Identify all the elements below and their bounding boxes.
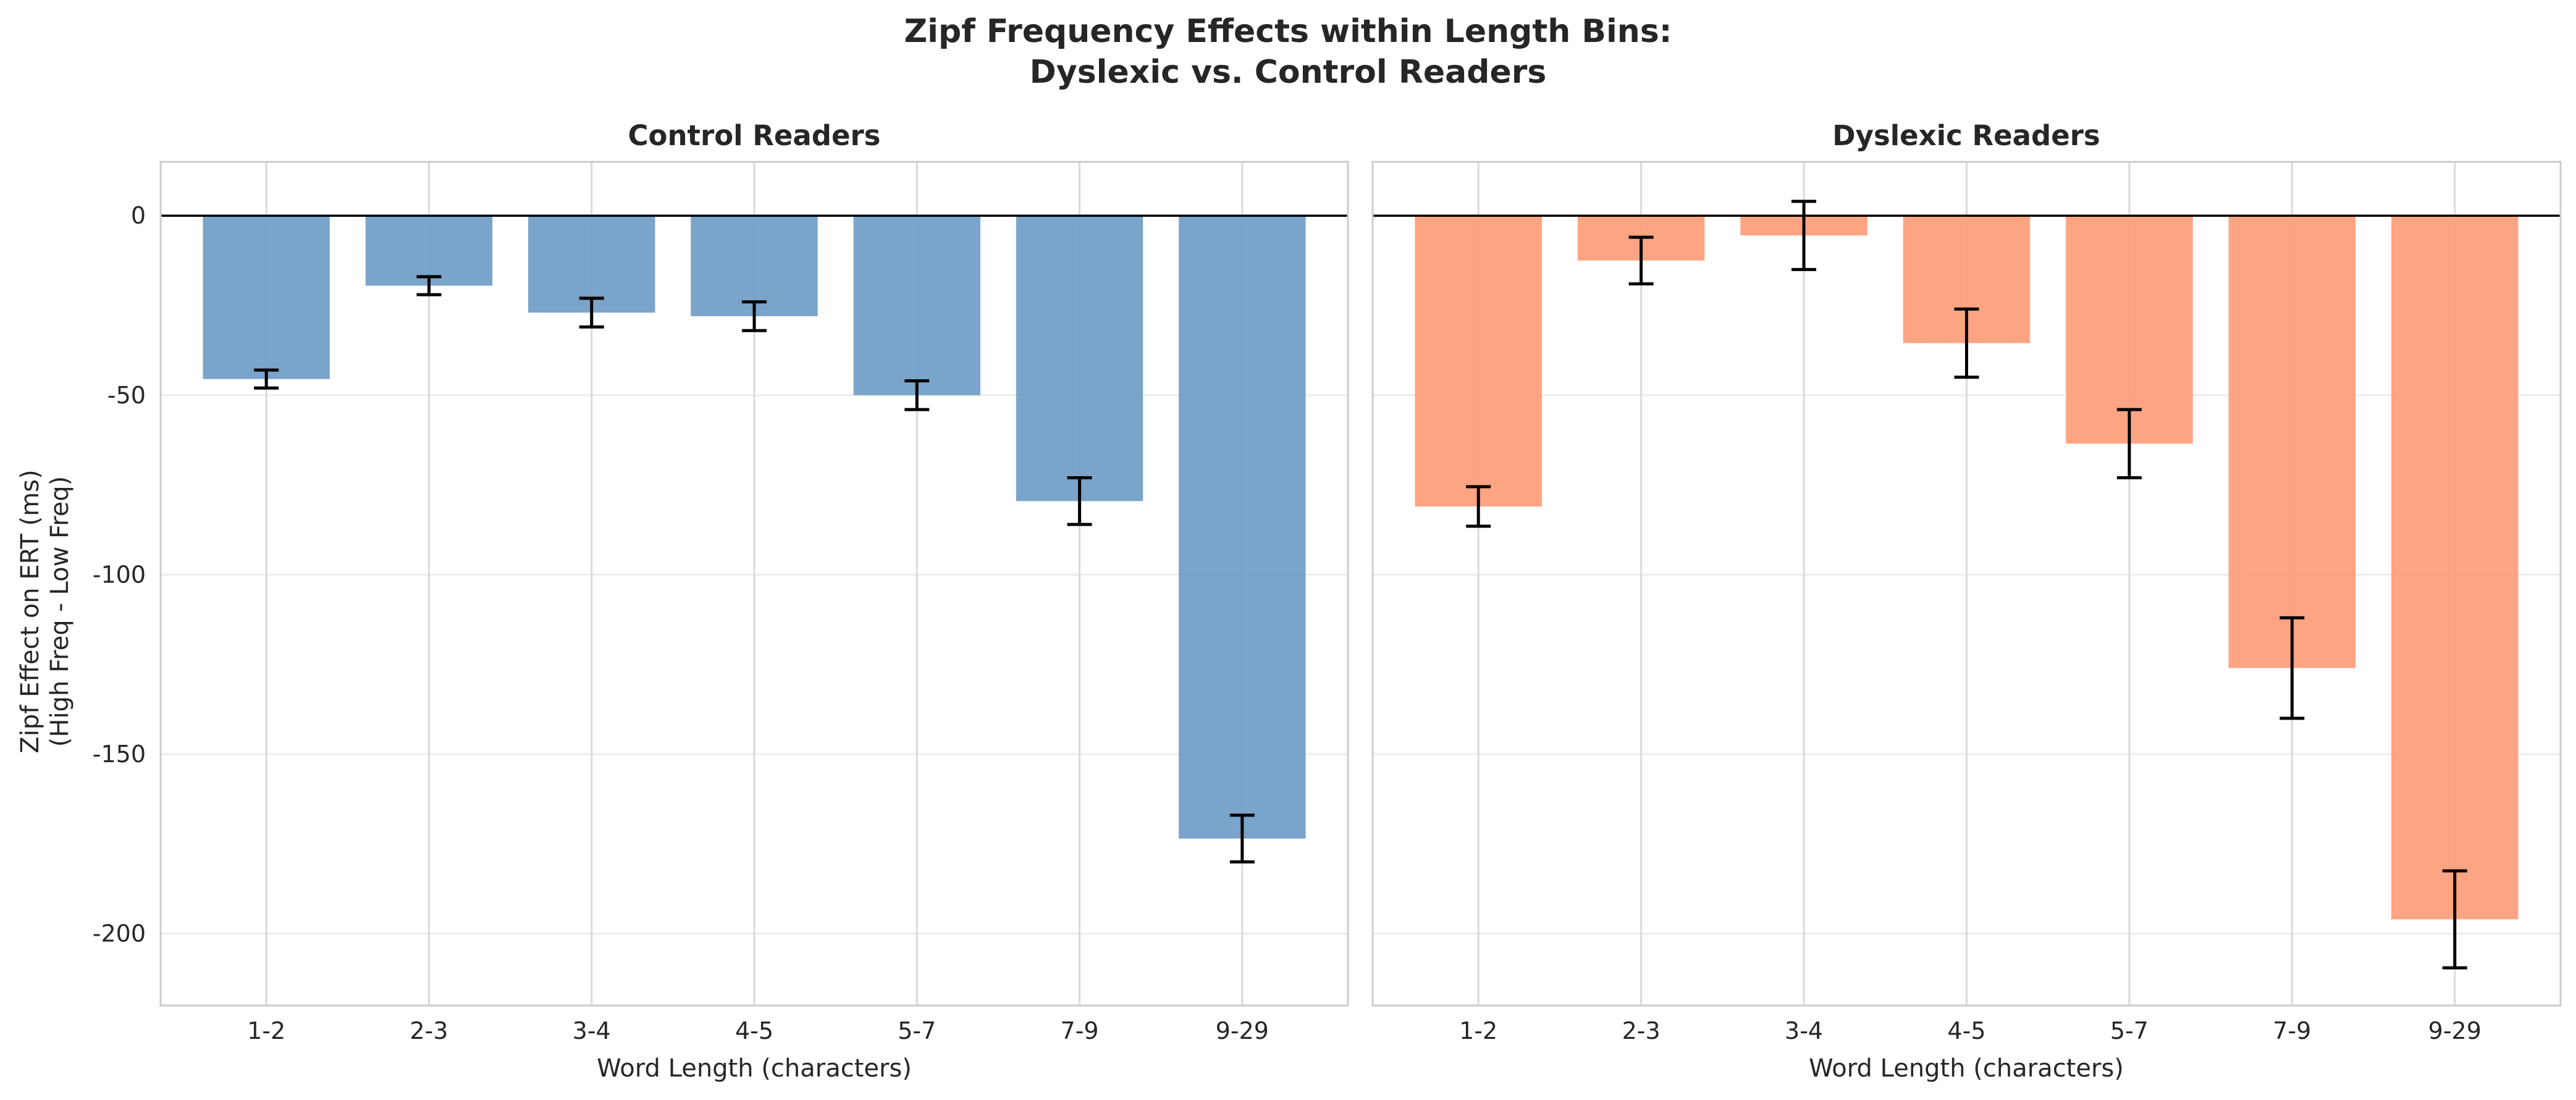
bar-5-7	[853, 216, 980, 395]
plot-frame	[159, 161, 1349, 1007]
bar-7-9	[2228, 216, 2356, 668]
control-readers-panel: 1-2 2-3 3-4 4-5 5-7 7-9 9-29 0 -50 -100 -150 -200	[93, 161, 1349, 1044]
x-tick-label: 2-3	[1622, 1017, 1661, 1044]
y-tick-label: -100	[93, 561, 146, 588]
x-tick-label: 1-2	[1459, 1017, 1497, 1044]
left-x-axis-label: Word Length (characters)	[597, 1054, 912, 1083]
y-tick-label: -150	[93, 741, 146, 768]
y-axis-label-line1: Zipf Effect on ERT (ms)	[16, 469, 44, 753]
bar-1-2	[1415, 216, 1542, 507]
x-tick-label: 7-9	[1061, 1017, 1099, 1044]
x-tick-label: 9-29	[2428, 1017, 2481, 1044]
x-tick-label: 2-3	[410, 1017, 448, 1044]
y-tick-label: -50	[107, 382, 146, 409]
y-tick-label: 0	[131, 202, 146, 229]
x-tick-label: 4-5	[735, 1017, 773, 1044]
bar-9-29	[2391, 216, 2519, 920]
right-panel-title: Dyslexic Readers	[1832, 119, 2100, 152]
bar-4-5	[691, 216, 818, 316]
plot-frame	[1371, 161, 2562, 1007]
bar-2-3	[365, 216, 493, 286]
x-tick-label: 5-7	[2110, 1017, 2149, 1044]
figure-title-line2: Dyslexic vs. Control Readers	[1030, 54, 1547, 91]
bar-3-4	[528, 216, 655, 313]
bar-1-2	[203, 216, 330, 379]
x-tick-label: 1-2	[247, 1017, 285, 1044]
bar-7-9	[1016, 216, 1143, 502]
x-tick-label: 7-9	[2273, 1017, 2311, 1044]
right-x-axis-label: Word Length (characters)	[1809, 1054, 2124, 1083]
x-tick-label: 3-4	[1785, 1017, 1823, 1044]
bar-9-29	[1179, 216, 1306, 839]
x-tick-label: 3-4	[573, 1017, 611, 1044]
x-tick-label: 5-7	[898, 1017, 936, 1044]
bar-5-7	[2066, 216, 2193, 444]
x-tick-label: 9-29	[1216, 1017, 1269, 1044]
x-tick-label: 4-5	[1947, 1017, 1985, 1044]
y-tick-label: -200	[93, 920, 146, 947]
dyslexic-readers-panel: 1-2 2-3 3-4 4-5 5-7 7-9 9-29	[1371, 161, 2562, 1044]
y-axis-label-line2: (High Freq - Low Freq)	[46, 476, 74, 747]
left-panel-title: Control Readers	[628, 119, 881, 152]
figure-title-line1: Zipf Frequency Effects within Length Bin…	[904, 13, 1672, 50]
